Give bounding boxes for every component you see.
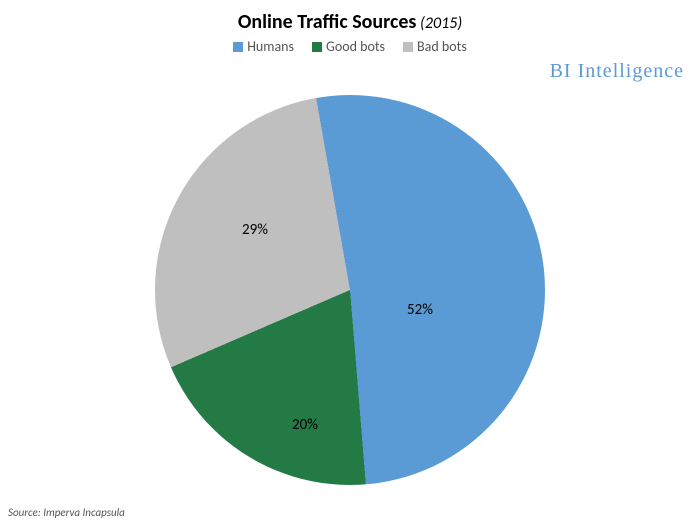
pie-graphic: [155, 95, 545, 485]
legend-swatch-bad-bots: [403, 42, 413, 52]
legend-label-good-bots: Good bots: [326, 38, 385, 55]
legend-label-bad-bots: Bad bots: [417, 38, 467, 55]
chart-subtitle: (2015): [420, 14, 462, 33]
legend-swatch-humans: [233, 42, 243, 52]
source-text: Imperva Incapsula: [43, 506, 125, 519]
legend-item-bad-bots: Bad bots: [403, 38, 467, 55]
legend-item-humans: Humans: [233, 38, 294, 55]
slice-label-humans: 52%: [407, 301, 433, 319]
source-attribution: Source: Imperva Incapsula: [8, 506, 125, 519]
legend-swatch-good-bots: [312, 42, 322, 52]
slice-label-bad-bots: 29%: [242, 221, 268, 239]
legend-label-humans: Humans: [247, 38, 294, 55]
pie-chart: 52% 20% 29%: [155, 95, 545, 485]
slice-label-good-bots: 20%: [292, 416, 318, 434]
source-prefix: Source:: [8, 506, 43, 519]
chart-title-area: Online Traffic Sources (2015): [0, 0, 700, 34]
legend-item-good-bots: Good bots: [312, 38, 385, 55]
chart-title: Online Traffic Sources: [238, 10, 417, 34]
brand-watermark: BI Intelligence: [550, 60, 684, 83]
chart-legend: Humans Good bots Bad bots: [0, 38, 700, 55]
